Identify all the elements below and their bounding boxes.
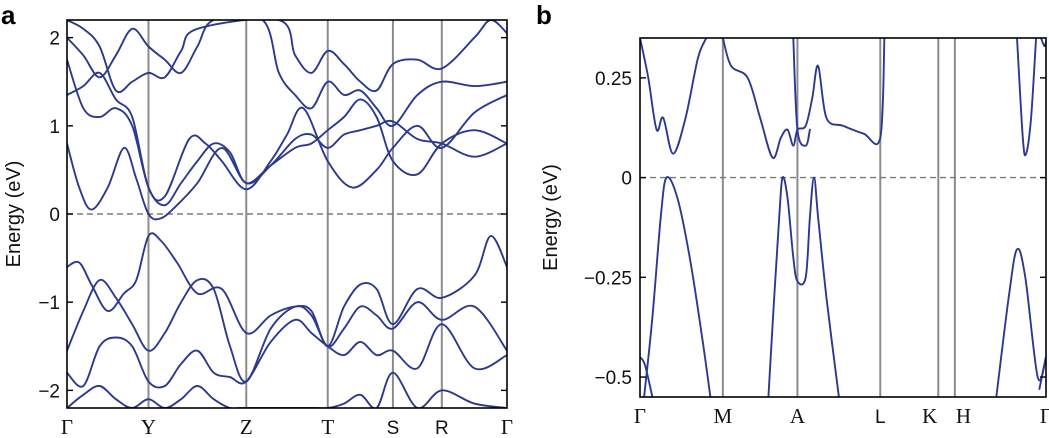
band-line-a-7 (67, 318, 507, 389)
panel-letter-b: b (536, 0, 552, 30)
band-line-b-4 (1038, 356, 1046, 390)
band-line-b-5 (640, 38, 708, 155)
band-line-b-0 (643, 176, 712, 397)
band-line-b-7 (792, 38, 811, 147)
kpoint-label-b-1: M (714, 404, 733, 428)
band-line-a-2 (67, 71, 507, 202)
y-tick-label-b-2: −0.25 (584, 268, 632, 289)
kpoint-label-b-6: Γ (1040, 404, 1049, 428)
kpoint-label-b-5: H (956, 404, 971, 428)
band-line-a-5 (67, 232, 507, 348)
y-tick-label-b-3: −0.5 (594, 368, 632, 389)
kpoint-label-a-4: S (387, 418, 400, 438)
y-tick-label-a-2: 0 (49, 205, 60, 226)
band-line-a-4 (67, 20, 507, 93)
band-line-b-2 (995, 247, 1046, 397)
band-line-a-6 (67, 278, 507, 383)
y-axis-label-a: Energy (eV) (3, 161, 25, 268)
kpoint-label-a-6: Γ (501, 415, 513, 438)
band-line-a-3 (67, 20, 507, 127)
panel-letter-a: a (1, 0, 16, 30)
kpoint-label-b-0: Γ (634, 404, 646, 428)
kpoint-label-b-4: K (922, 404, 937, 428)
y-tick-label-a-1: 1 (49, 117, 60, 138)
y-axis-label-b: Energy (eV) (540, 164, 562, 271)
kpoint-label-b-3: L (875, 407, 886, 428)
band-line-b-1 (767, 176, 840, 397)
kpoint-label-a-0: Γ (61, 415, 73, 438)
y-tick-label-a-3: −1 (38, 293, 60, 314)
band-line-a-8 (67, 371, 507, 408)
kpoint-label-a-5: R (435, 418, 449, 438)
plot-frame-b (639, 37, 1047, 398)
kpoint-label-b-2: A (790, 404, 806, 428)
band-line-b-8 (1016, 38, 1038, 157)
y-tick-label-a-4: −2 (38, 381, 60, 402)
kpoint-label-a-3: T (321, 415, 334, 438)
y-tick-label-b-1: 0 (621, 169, 632, 190)
band-line-a-1 (67, 58, 507, 207)
kpoint-label-a-2: Z (240, 415, 253, 438)
band-line-b-3 (640, 356, 654, 397)
y-tick-label-b-0: 0.25 (595, 69, 632, 90)
y-tick-label-a-0: 2 (49, 29, 60, 50)
band-line-b-6 (721, 38, 886, 159)
kpoint-label-a-1: Y (141, 415, 156, 438)
